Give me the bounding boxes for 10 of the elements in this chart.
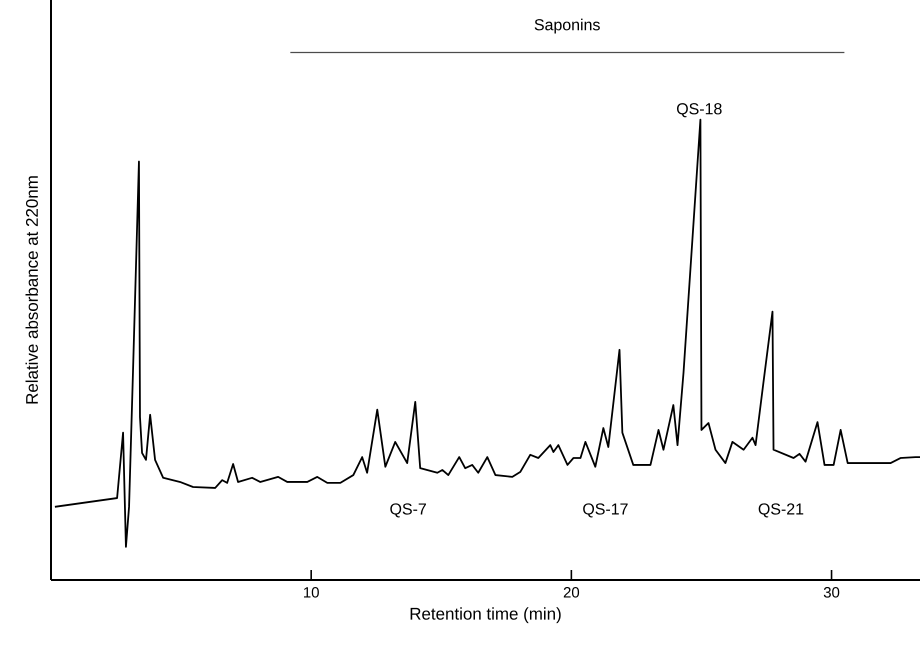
x-tick-label: 30 bbox=[824, 587, 840, 598]
x-tick-label: 10 bbox=[304, 587, 319, 598]
annotation: QS-21 bbox=[758, 503, 804, 518]
annotation: QS-7 bbox=[390, 503, 426, 518]
text: Saponins bbox=[534, 18, 600, 34]
y-axis-title: Relative absorbance at 220nm bbox=[26, 176, 38, 404]
annotation: QS-17 bbox=[583, 503, 628, 518]
x-axis-title: Retention time (min) bbox=[410, 607, 561, 624]
text: QS-18 bbox=[676, 103, 722, 118]
x-tick-label: 20 bbox=[564, 587, 580, 598]
